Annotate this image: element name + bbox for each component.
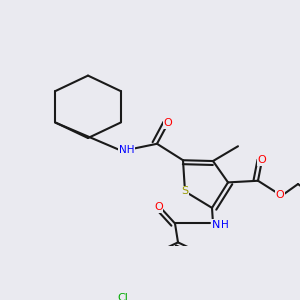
Text: O: O [258, 155, 266, 165]
Text: S: S [182, 186, 189, 197]
Text: H: H [221, 220, 229, 230]
Text: O: O [276, 190, 284, 200]
Text: O: O [154, 202, 163, 212]
Text: N: N [212, 220, 220, 230]
Text: O: O [164, 118, 172, 128]
Text: Cl: Cl [118, 293, 128, 300]
Text: NH: NH [119, 146, 134, 155]
